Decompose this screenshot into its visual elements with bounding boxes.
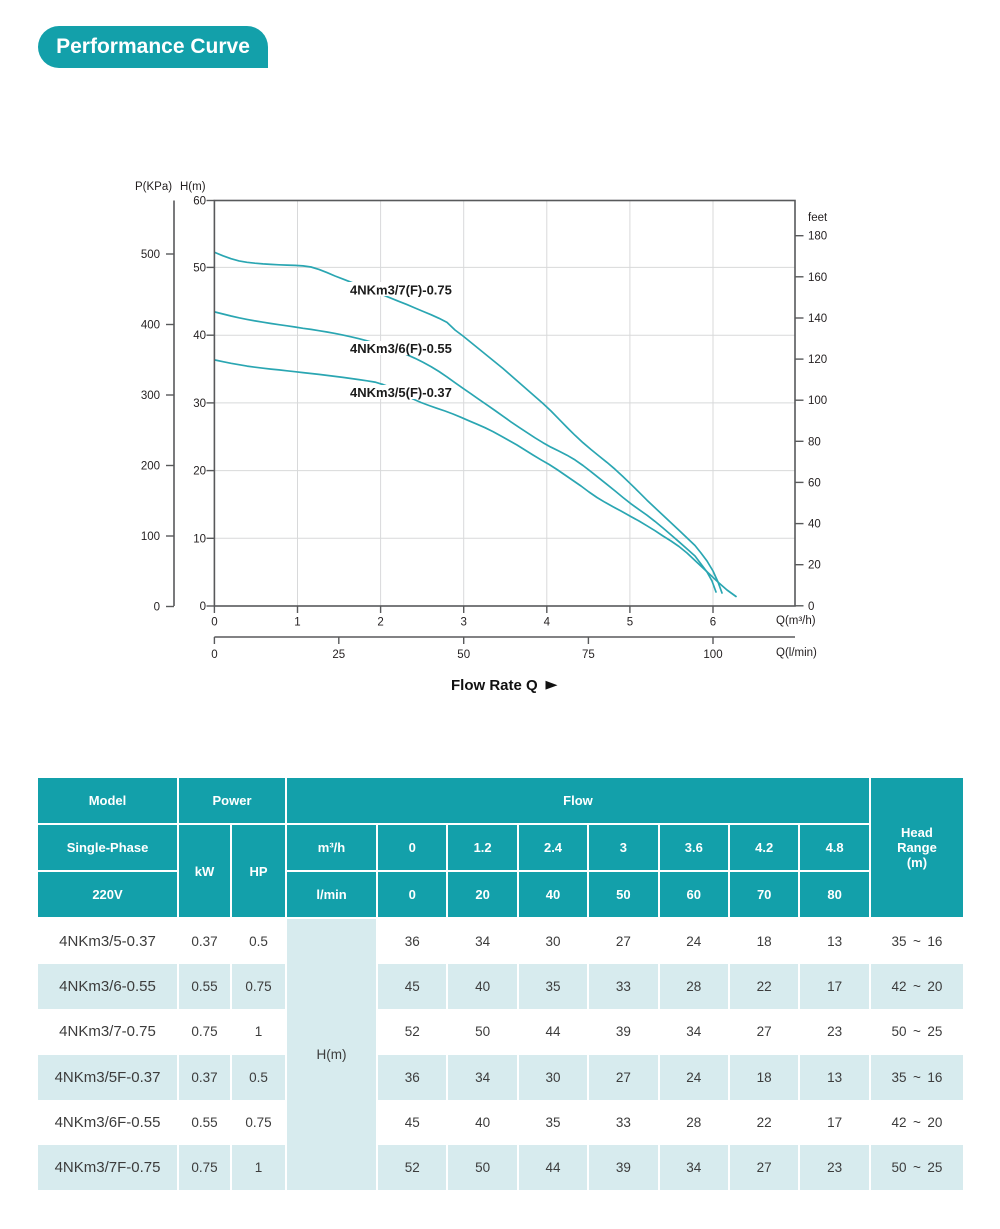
svg-text:2: 2 [377,617,383,629]
svg-text:100: 100 [808,395,827,407]
svg-text:Q(m³/h): Q(m³/h) [776,615,816,627]
svg-text:180: 180 [808,231,827,243]
svg-text:5: 5 [627,617,633,629]
svg-text:4NKm3/6(F)-0.55: 4NKm3/6(F)-0.55 [350,341,452,356]
svg-text:10: 10 [193,533,206,545]
svg-text:40: 40 [808,519,821,531]
svg-text:3: 3 [460,617,466,629]
svg-text:4NKm3/5(F)-0.37: 4NKm3/5(F)-0.37 [350,385,452,400]
svg-text:0: 0 [200,601,206,613]
svg-text:300: 300 [141,390,160,402]
svg-text:60: 60 [193,196,206,208]
svg-text:140: 140 [808,313,827,325]
svg-text:0: 0 [154,602,160,614]
svg-text:100: 100 [141,531,160,543]
svg-text:60: 60 [808,477,821,489]
svg-text:feet: feet [808,212,828,224]
svg-text:0: 0 [808,601,814,613]
svg-text:500: 500 [141,249,160,261]
svg-text:100: 100 [703,649,722,661]
svg-text:1: 1 [294,617,300,629]
svg-text:50: 50 [457,649,470,661]
svg-text:Q(l/min): Q(l/min) [776,647,817,659]
svg-text:20: 20 [193,466,206,478]
svg-text:25: 25 [332,649,345,661]
svg-text:0: 0 [211,649,217,661]
svg-text:P(KPa): P(KPa) [135,181,172,193]
svg-text:75: 75 [582,649,595,661]
svg-text:6: 6 [710,617,716,629]
svg-text:200: 200 [141,461,160,473]
svg-text:120: 120 [808,354,827,366]
svg-text:Flow Rate Q: Flow Rate Q [451,677,538,694]
svg-text:50: 50 [193,262,206,274]
svg-text:4NKm3/7(F)-0.75: 4NKm3/7(F)-0.75 [350,283,452,298]
svg-text:0: 0 [211,617,217,629]
svg-text:30: 30 [193,398,206,410]
svg-text:400: 400 [141,320,160,332]
svg-text:4: 4 [544,617,551,629]
svg-text:160: 160 [808,272,827,284]
svg-text:20: 20 [808,560,821,572]
svg-text:40: 40 [193,330,206,342]
svg-text:H(m): H(m) [180,181,206,193]
svg-text:80: 80 [808,436,821,448]
